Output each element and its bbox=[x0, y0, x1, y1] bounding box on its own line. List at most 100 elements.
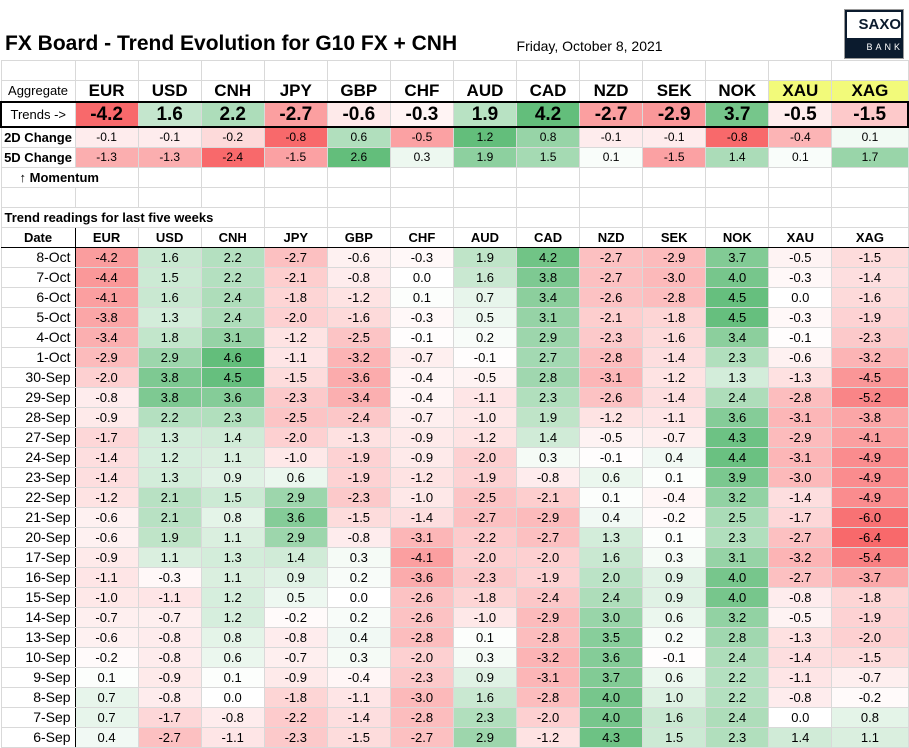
currency-header-cnh: CNH bbox=[200, 79, 265, 103]
trend-cell-eur: -0.6 bbox=[74, 526, 139, 548]
currency-header-nok: NOK bbox=[705, 79, 770, 103]
row-date: 16-Sep bbox=[0, 566, 76, 588]
row-date: 6-Sep bbox=[0, 726, 76, 748]
trend-cell-sek: -1.1 bbox=[642, 406, 707, 428]
column-header-sek: SEK bbox=[642, 226, 707, 248]
trend-cell-nzd: -2.7 bbox=[579, 266, 644, 288]
trend-cell-aud: -2.0 bbox=[452, 546, 518, 568]
trend-cell-xag: -3.8 bbox=[831, 406, 909, 428]
trend-cell-aud: -1.2 bbox=[452, 426, 518, 448]
trend-cell-jpy: -0.2 bbox=[263, 606, 328, 628]
trend-cell-xau: -1.1 bbox=[768, 666, 833, 688]
trend-cell-chf: -0.3 bbox=[389, 246, 454, 268]
trend-cell-sek: -2.8 bbox=[642, 286, 707, 308]
table-row: 8-Oct -4.2 1.6 2.2 -2.7 -0.6 -0.3 1.9 4.2 -2.7 -2.… bbox=[0, 246, 909, 268]
trend-cell-xag: -5.4 bbox=[831, 546, 909, 568]
trend-cell-nzd: -3.1 bbox=[579, 366, 644, 388]
trend-cell-chf: -3.0 bbox=[389, 686, 454, 708]
currency-header-usd: USD bbox=[137, 79, 202, 103]
row-date: 9-Sep bbox=[0, 666, 76, 688]
trend-cell-cnh: 0.1 bbox=[200, 666, 265, 688]
trend-cell-xag: -1.8 bbox=[831, 586, 909, 608]
trend-cell-cad: -2.8 bbox=[516, 626, 581, 648]
trend-cell-chf: -0.4 bbox=[389, 366, 454, 388]
trend-cell-chf: -0.9 bbox=[389, 426, 454, 448]
trend-cell-usd: 2.9 bbox=[137, 346, 202, 368]
trend-cell-cnh: -1.1 bbox=[200, 726, 265, 748]
trend-cell-cnh: -0.8 bbox=[200, 706, 265, 728]
trend-cell-sek: 0.6 bbox=[642, 606, 707, 628]
trend-cell-eur: -1.4 bbox=[74, 466, 139, 488]
trend-cell-sek: -2.9 bbox=[642, 246, 707, 268]
table-row: 15-Sep -1.0 -1.1 1.2 0.5 0.0 -2.6 -1.8 -2.4 2.4 0.… bbox=[0, 586, 909, 608]
change-5d-row-value-jpy: -1.5 bbox=[263, 146, 328, 168]
trend-cell-gbp: -1.6 bbox=[326, 306, 391, 328]
trends-row: Trends -> -4.2 1.6 2.2 -2.7 -0.6 -0.3 1.9 4.2 -2.… bbox=[0, 101, 909, 128]
column-header-nok: NOK bbox=[705, 226, 770, 248]
row-date: 14-Sep bbox=[0, 606, 76, 628]
trend-cell-nzd: -1.2 bbox=[579, 406, 644, 428]
trend-cell-xag: -1.5 bbox=[831, 646, 909, 668]
trend-cell-usd: -1.1 bbox=[137, 586, 202, 608]
trend-cell-cnh: 2.2 bbox=[200, 246, 265, 268]
change-5d-row-value-cnh: -2.4 bbox=[200, 146, 265, 168]
trend-cell-usd: -0.8 bbox=[137, 646, 202, 668]
trend-cell-aud: -2.2 bbox=[452, 526, 518, 548]
currency-header-xau: XAU bbox=[768, 79, 833, 103]
trend-cell-eur: 0.4 bbox=[74, 726, 139, 748]
trend-cell-gbp: -3.4 bbox=[326, 386, 391, 408]
trend-cell-xau: -2.7 bbox=[768, 566, 833, 588]
trend-cell-nzd: 0.6 bbox=[579, 466, 644, 488]
trend-cell-nzd: 2.4 bbox=[579, 586, 644, 608]
trend-cell-eur: -3.8 bbox=[74, 306, 139, 328]
trend-cell-xau: -0.6 bbox=[768, 346, 833, 368]
trend-cell-jpy: 0.6 bbox=[263, 466, 328, 488]
trend-cell-eur: 0.7 bbox=[74, 706, 139, 728]
trend-cell-aud: -1.9 bbox=[452, 466, 518, 488]
trend-cell-cnh: 2.2 bbox=[200, 266, 265, 288]
trend-cell-usd: 2.2 bbox=[137, 406, 202, 428]
trend-cell-chf: -4.1 bbox=[389, 546, 454, 568]
change-5d-row-value-eur: -1.3 bbox=[74, 146, 139, 168]
trend-cell-jpy: -0.7 bbox=[263, 646, 328, 668]
change-2d-row-value-cnh: -0.2 bbox=[200, 126, 265, 148]
trend-cell-jpy: -1.8 bbox=[263, 286, 328, 308]
trend-cell-usd: -0.9 bbox=[137, 666, 202, 688]
trend-cell-xag: -1.9 bbox=[831, 306, 909, 328]
trend-cell-gbp: -1.3 bbox=[326, 426, 391, 448]
trend-cell-aud: -1.0 bbox=[452, 606, 518, 628]
trend-cell-gbp: 0.0 bbox=[326, 586, 391, 608]
trend-cell-cad: -1.2 bbox=[516, 726, 581, 748]
date-column-header: Date bbox=[0, 226, 76, 248]
trend-cell-eur: -0.6 bbox=[74, 626, 139, 648]
aggregate-label: Aggregate bbox=[0, 79, 76, 103]
trend-cell-eur: -0.2 bbox=[74, 646, 139, 668]
table-row: 5-Oct -3.8 1.3 2.4 -2.0 -1.6 -0.3 0.5 3.1 -2.1 -1.… bbox=[0, 306, 909, 328]
trend-cell-eur: -4.4 bbox=[74, 266, 139, 288]
currency-header-eur: EUR bbox=[74, 79, 139, 103]
trend-cell-jpy: 2.9 bbox=[263, 486, 328, 508]
trend-cell-nzd: 1.6 bbox=[579, 546, 644, 568]
row-date: 6-Oct bbox=[0, 286, 76, 308]
trend-cell-chf: -2.3 bbox=[389, 666, 454, 688]
trend-cell-jpy: -2.0 bbox=[263, 306, 328, 328]
trend-cell-chf: -0.3 bbox=[389, 306, 454, 328]
row-date: 8-Oct bbox=[0, 246, 76, 268]
trend-cell-jpy: 3.6 bbox=[263, 506, 328, 528]
row-date: 29-Sep bbox=[0, 386, 76, 408]
trend-cell-gbp: -1.9 bbox=[326, 466, 391, 488]
trend-cell-xau: -3.1 bbox=[768, 406, 833, 428]
table-row: 9-Sep 0.1 -0.9 0.1 -0.9 -0.4 -2.3 0.9 -3.1 3.7 0.6… bbox=[0, 666, 909, 688]
table-row: 29-Sep -0.8 3.8 3.6 -2.3 -3.4 -0.4 -1.1 2.3 -2.6-… bbox=[0, 386, 909, 408]
trend-cell-sek: 0.3 bbox=[642, 546, 707, 568]
trend-cell-cad: -2.7 bbox=[516, 526, 581, 548]
trend-cell-cnh: 1.3 bbox=[200, 546, 265, 568]
trend-cell-eur: -0.8 bbox=[74, 386, 139, 408]
row-date: 21-Sep bbox=[0, 506, 76, 528]
trend-cell-gbp: 0.2 bbox=[326, 566, 391, 588]
column-header-eur: EUR bbox=[74, 226, 139, 248]
trend-cell-sek: 1.0 bbox=[642, 686, 707, 708]
trend-cell-nok: 2.4 bbox=[705, 646, 770, 668]
trend-cell-jpy: -2.5 bbox=[263, 406, 328, 428]
trend-cell-sek: -1.4 bbox=[642, 346, 707, 368]
